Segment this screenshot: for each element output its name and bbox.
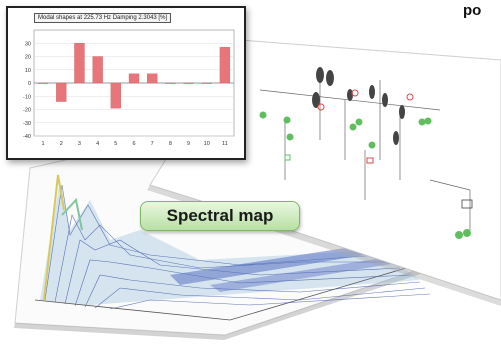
- x-tick-label: 6: [132, 141, 135, 147]
- bar: [128, 73, 140, 84]
- bar: [92, 56, 103, 84]
- spectral-map-button[interactable]: Spectral map: [140, 201, 300, 231]
- y-tick-label: -10: [23, 94, 31, 100]
- modal-shapes-chart-window: Modal shapes at 225.73 Hz Damping 2.3043…: [6, 6, 246, 160]
- bar: [147, 73, 158, 84]
- x-tick-label: 8: [169, 141, 172, 147]
- schematic-components: [259, 67, 473, 239]
- bar: [183, 82, 194, 84]
- bar: [201, 82, 212, 84]
- y-tick-label: 20: [25, 55, 31, 61]
- x-tick-label: 11: [222, 141, 228, 147]
- clipped-heading: po: [463, 2, 482, 19]
- modal-shapes-bar-chart: -40 -30 -20 -10 0 10 20 30 1 2 3 4 5 6 7 8 9 10 11: [23, 29, 235, 147]
- y-tick-label: -30: [23, 121, 31, 127]
- y-tick-label: 10: [25, 68, 31, 74]
- x-tick-label: 3: [78, 141, 81, 147]
- x-tick-label: 1: [42, 141, 45, 147]
- y-tick-label: -40: [23, 134, 31, 140]
- waterfall-plot: [34, 174, 441, 321]
- y-tick-label: 0: [28, 81, 31, 87]
- x-tick-label: 5: [114, 141, 117, 147]
- bar: [110, 82, 121, 109]
- bar: [37, 82, 49, 84]
- bar: [56, 82, 67, 102]
- bar: [74, 43, 85, 84]
- x-tick-label: 10: [204, 141, 210, 147]
- x-tick-label: 9: [187, 141, 190, 147]
- bar: [219, 47, 231, 84]
- y-tick-label: 30: [25, 41, 31, 47]
- x-tick-label: 4: [96, 141, 99, 147]
- x-tick-label: 7: [151, 141, 154, 147]
- y-tick-label: -20: [23, 108, 31, 114]
- x-tick-label: 2: [60, 141, 63, 147]
- chart-title: Modal shapes at 225.73 Hz Damping 2.3043…: [34, 13, 172, 23]
- bar: [165, 82, 176, 84]
